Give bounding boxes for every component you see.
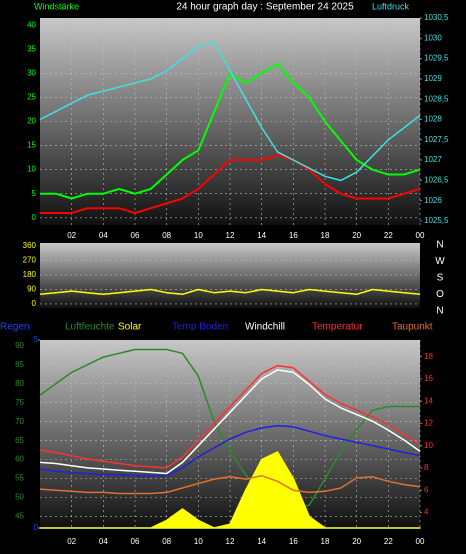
- y-tick-label: 25: [27, 93, 36, 102]
- series-line: [39, 348, 420, 510]
- x-tick-label: 02: [67, 537, 76, 546]
- x-tick-label: 04: [99, 231, 108, 240]
- y2-tick-label: 1030: [424, 33, 442, 42]
- y-tick-label: 90: [15, 341, 24, 350]
- y2-tick-label: 1027,5: [424, 135, 449, 144]
- direction-label: N: [436, 306, 443, 317]
- y-tick-label: 180: [23, 270, 37, 279]
- y2-tick-label: 1025,5: [424, 216, 449, 225]
- x-tick-label: 18: [321, 231, 330, 240]
- y-tick-label: 35: [27, 44, 36, 53]
- y-tick-label: 360: [23, 241, 37, 250]
- x-tick-label: 02: [67, 231, 76, 240]
- y-tick-label: 5: [32, 189, 37, 198]
- y2-tick-label: 6: [424, 485, 429, 494]
- y2-tick-label: 14: [424, 396, 433, 405]
- series-line: [39, 41, 421, 182]
- y2-tick-label: 18: [424, 352, 433, 361]
- x-tick-label: 04: [99, 537, 108, 546]
- y-tick-label: 70: [15, 417, 24, 426]
- y-tick-label: 80: [15, 379, 24, 388]
- legend-entry: Taupunkt: [392, 322, 433, 333]
- x-tick-label: 08: [162, 537, 171, 546]
- x-tick-label: 14: [257, 231, 266, 240]
- y2-tick-label: 4: [424, 508, 429, 517]
- direction-label: O: [436, 289, 444, 300]
- y3-tick-label: 0: [34, 523, 39, 532]
- legend-entry: Temperatur: [312, 322, 363, 333]
- x-tick-label: 12: [226, 537, 235, 546]
- y2-tick-label: 1028,5: [424, 94, 449, 103]
- x-tick-label: 10: [194, 537, 203, 546]
- y2-tick-label: 1029: [424, 74, 442, 83]
- y2-tick-label: 10: [424, 441, 433, 450]
- legend-entry: Regen: [0, 322, 29, 333]
- y2-tick-label: 8: [424, 463, 429, 472]
- y-tick-label: 85: [15, 360, 24, 369]
- y3-tick-label: 5: [34, 335, 39, 344]
- x-tick-label: 18: [321, 537, 330, 546]
- y-tick-label: 270: [23, 256, 37, 265]
- direction-label: N: [436, 240, 443, 251]
- legend-entry: Temp Boden: [172, 322, 228, 333]
- x-tick-label: 22: [384, 231, 393, 240]
- series-line: [39, 474, 421, 495]
- x-tick-label: 22: [384, 537, 393, 546]
- plot-background: [40, 340, 420, 528]
- y-tick-label: 10: [27, 165, 36, 174]
- legend-entry: Solar: [118, 322, 142, 333]
- x-tick-label: 20: [352, 537, 361, 546]
- x-tick-label: 16: [289, 231, 298, 240]
- x-tick-label: 00: [416, 537, 425, 546]
- y2-tick-label: 1026: [424, 196, 442, 205]
- direction-label: W: [435, 256, 445, 267]
- y2-tick-label: 1026,5: [424, 175, 449, 184]
- y-tick-label: 30: [27, 68, 36, 77]
- series-line: [39, 288, 421, 296]
- y2-tick-label: 1028: [424, 115, 442, 124]
- y-tick-label: 0: [32, 213, 37, 222]
- y2-tick-label: 16: [424, 374, 433, 383]
- y-tick-label: 75: [15, 398, 24, 407]
- x-tick-label: 08: [162, 231, 171, 240]
- y2-axis-label: Luftdruck: [372, 1, 410, 11]
- x-tick-label: 10: [194, 231, 203, 240]
- y2-tick-label: 1029,5: [424, 54, 449, 63]
- y2-tick-label: 12: [424, 419, 433, 428]
- y-tick-label: 60: [15, 455, 24, 464]
- y-tick-label: 55: [15, 474, 24, 483]
- y-tick-label: 45: [15, 512, 24, 521]
- series-line: [39, 424, 421, 477]
- series-line: [40, 62, 421, 200]
- series-line: [39, 364, 421, 469]
- x-tick-label: 00: [416, 231, 425, 240]
- y-tick-label: 90: [27, 285, 36, 294]
- series-area: [39, 451, 421, 529]
- y-tick-label: 15: [27, 141, 36, 150]
- y-tick-label: 50: [15, 493, 24, 502]
- legend-entry: Windchill: [245, 322, 285, 333]
- x-tick-label: 16: [289, 537, 298, 546]
- x-tick-label: 20: [352, 231, 361, 240]
- direction-label: S: [437, 273, 444, 284]
- y-tick-label: 40: [27, 20, 36, 29]
- x-tick-label: 14: [257, 537, 266, 546]
- legend-entry: Luftfeuchte: [65, 322, 115, 333]
- x-tick-label: 12: [226, 231, 235, 240]
- y-tick-label: 65: [15, 436, 24, 445]
- y-tick-label: 0: [32, 299, 37, 308]
- plot-background: [40, 243, 420, 308]
- chart-title: 24 hour graph day : September 24 2025: [176, 2, 354, 13]
- series-line: [39, 369, 421, 475]
- y-tick-label: 20: [27, 117, 36, 126]
- y-axis-label: Windstärke: [34, 1, 79, 11]
- x-tick-label: 06: [131, 537, 140, 546]
- y2-tick-label: 1030,5: [424, 13, 449, 22]
- y2-tick-label: 1027: [424, 155, 442, 164]
- series-line: [40, 154, 421, 214]
- x-tick-label: 06: [131, 231, 140, 240]
